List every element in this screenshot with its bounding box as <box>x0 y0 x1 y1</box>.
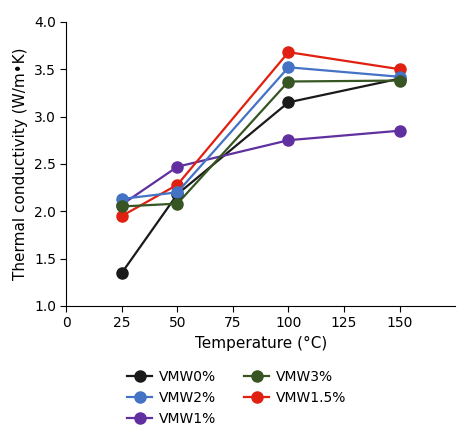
Legend: VMW0%, VMW2%, VMW1%, VMW3%, VMW1.5%: VMW0%, VMW2%, VMW1%, VMW3%, VMW1.5% <box>128 370 346 426</box>
VMW0% <box>286 100 292 105</box>
VMW0% <box>174 191 180 197</box>
Line: VMW0%: VMW0% <box>116 73 405 278</box>
VMW1.5% <box>174 182 180 187</box>
Line: VMW3%: VMW3% <box>116 75 405 212</box>
VMW3% <box>397 78 402 83</box>
VMW2% <box>286 65 292 70</box>
VMW0% <box>397 76 402 81</box>
VMW2% <box>174 190 180 195</box>
VMW1% <box>119 202 125 207</box>
VMW2% <box>397 74 402 80</box>
VMW3% <box>286 79 292 84</box>
VMW0% <box>119 270 125 275</box>
Line: VMW1%: VMW1% <box>116 125 405 210</box>
VMW1.5% <box>119 213 125 218</box>
VMW3% <box>119 204 125 209</box>
VMW1.5% <box>397 66 402 72</box>
VMW2% <box>119 196 125 201</box>
VMW1% <box>286 138 292 143</box>
VMW1.5% <box>286 49 292 55</box>
X-axis label: Temperature (°C): Temperature (°C) <box>194 336 327 351</box>
Y-axis label: Thermal conductivity (W/m•K): Thermal conductivity (W/m•K) <box>13 48 28 280</box>
VMW1% <box>174 164 180 170</box>
VMW1% <box>397 128 402 133</box>
VMW3% <box>174 201 180 206</box>
Line: VMW2%: VMW2% <box>116 62 405 205</box>
Line: VMW1.5%: VMW1.5% <box>116 47 405 222</box>
